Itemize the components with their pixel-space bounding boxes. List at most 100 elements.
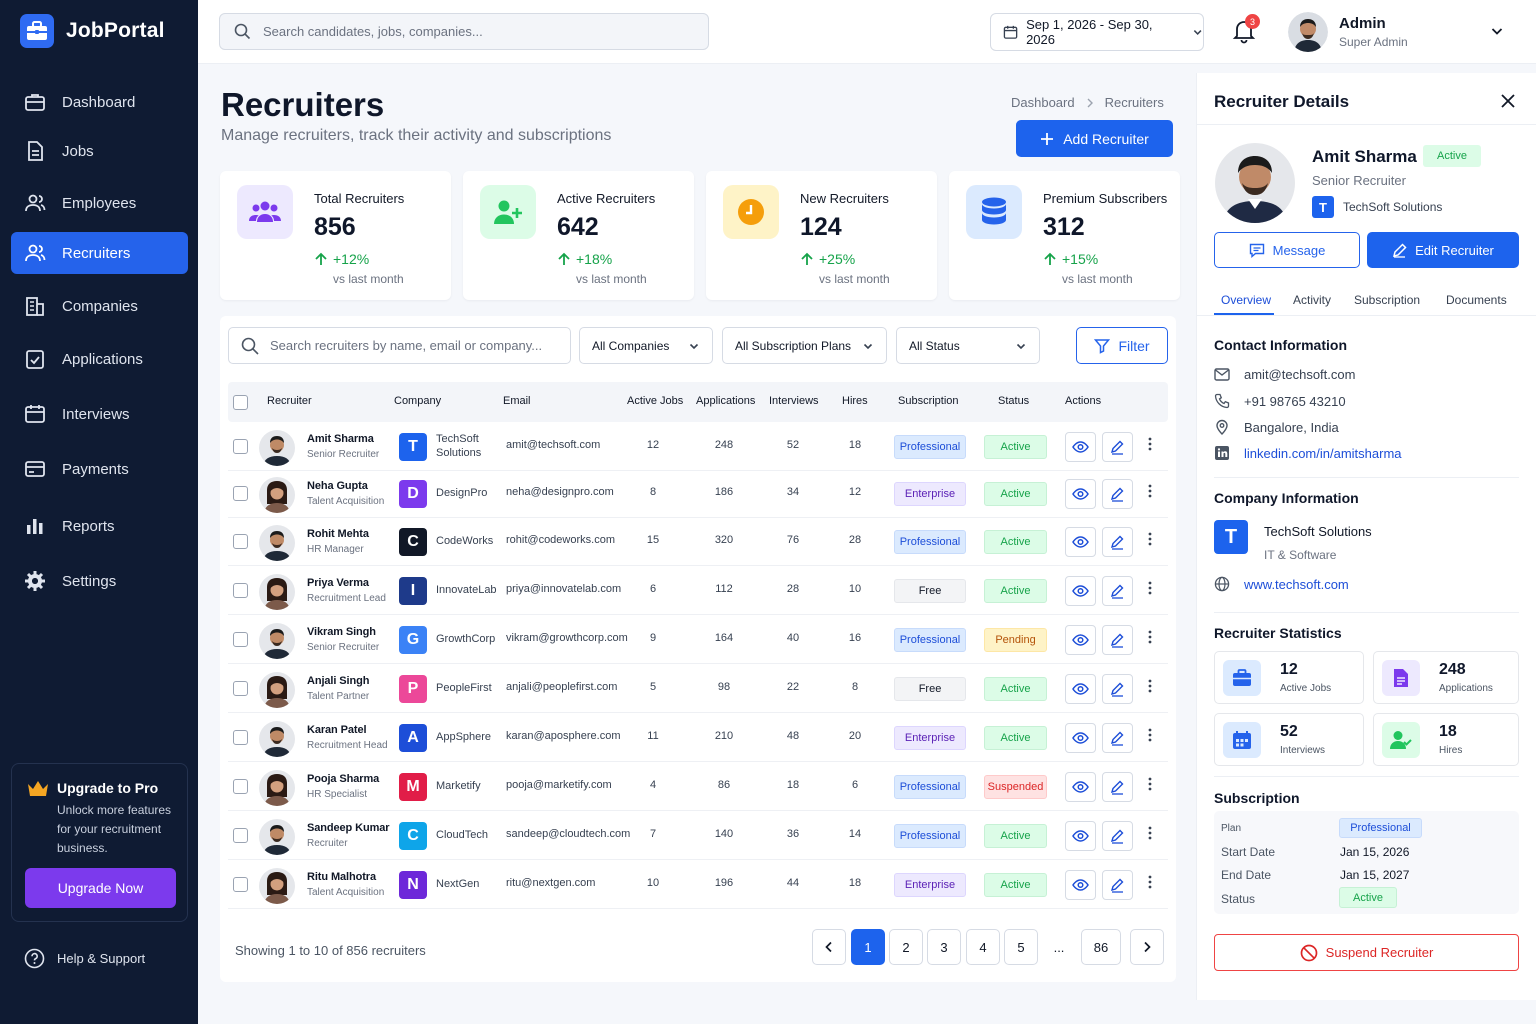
row-checkbox[interactable] <box>233 828 248 843</box>
upgrade-now-button[interactable]: Upgrade Now <box>25 868 176 908</box>
suspend-recruiter-button[interactable]: Suspend Recruiter <box>1214 934 1519 971</box>
table-row[interactable]: Ritu Malhotra Talent Acquisition N NextGen r… <box>228 860 1168 909</box>
recruiter-name[interactable]: Ritu Malhotra <box>307 871 376 883</box>
filter-button[interactable]: Filter <box>1076 327 1168 364</box>
column-header[interactable]: Hires <box>842 395 868 407</box>
sidebar-item-payments[interactable]: Payments <box>11 448 188 490</box>
row-checkbox[interactable] <box>233 486 248 501</box>
table-row[interactable]: Pooja Sharma HR Specialist M Marketify pooja… <box>228 762 1168 811</box>
website-link[interactable]: www.techsoft.com <box>1244 576 1349 592</box>
add-recruiter-button[interactable]: Add Recruiter <box>1016 120 1173 157</box>
contact-linkedin[interactable]: linkedin.com/in/amitsharma <box>1214 445 1402 461</box>
recruiter-name[interactable]: Vikram Singh <box>307 626 376 638</box>
more-options-icon[interactable] <box>1148 630 1152 644</box>
more-options-icon[interactable] <box>1148 484 1152 498</box>
edit-button[interactable] <box>1102 625 1133 655</box>
more-options-icon[interactable] <box>1148 437 1152 451</box>
edit-button[interactable] <box>1102 527 1133 557</box>
recruiter-search-input[interactable]: Search recruiters by name, email or comp… <box>228 327 571 364</box>
sidebar-item-reports[interactable]: Reports <box>11 505 188 547</box>
app-logo[interactable]: JobPortal <box>20 14 165 48</box>
column-header[interactable]: Applications <box>696 395 756 407</box>
page-button[interactable]: 3 <box>927 929 961 965</box>
recruiter-name[interactable]: Anjali Singh <box>307 675 370 687</box>
edit-button[interactable] <box>1102 576 1133 606</box>
table-row[interactable]: Karan Patel Recruitment Head A AppSphere kar… <box>228 713 1168 762</box>
page-button[interactable]: 1 <box>851 929 885 965</box>
company-website[interactable]: www.techsoft.com <box>1214 576 1349 592</box>
column-header[interactable]: Subscription <box>898 395 959 407</box>
table-row[interactable]: Priya Verma Recruitment Lead I InnovateLab p… <box>228 566 1168 615</box>
row-checkbox[interactable] <box>233 877 248 892</box>
more-options-icon[interactable] <box>1148 826 1152 840</box>
linkedin-link[interactable]: linkedin.com/in/amitsharma <box>1244 445 1402 461</box>
edit-button[interactable] <box>1102 674 1133 704</box>
sidebar-item-companies[interactable]: Companies <box>11 285 188 327</box>
recruiter-name[interactable]: Karan Patel <box>307 724 367 736</box>
table-row[interactable]: Neha Gupta Talent Acquisition D DesignPro ne… <box>228 469 1168 518</box>
sidebar-item-dashboard[interactable]: Dashboard <box>11 81 188 123</box>
view-button[interactable] <box>1065 870 1096 900</box>
more-options-icon[interactable] <box>1148 875 1152 889</box>
date-range-picker[interactable]: Sep 1, 2026 - Sep 30, 2026 <box>990 13 1204 51</box>
close-icon[interactable] <box>1500 93 1516 109</box>
table-row[interactable]: Amit Sharma Senior Recruiter T TechSoft Sol… <box>228 422 1168 471</box>
avatar[interactable] <box>1288 12 1328 52</box>
global-search-input[interactable]: Search candidates, jobs, companies... <box>219 13 709 50</box>
message-button[interactable]: Message <box>1214 232 1360 268</box>
row-checkbox[interactable] <box>233 681 248 696</box>
view-button[interactable] <box>1065 432 1096 462</box>
edit-button[interactable] <box>1102 772 1133 802</box>
row-checkbox[interactable] <box>233 534 248 549</box>
sidebar-item-applications[interactable]: Applications <box>11 338 188 380</box>
more-options-icon[interactable] <box>1148 532 1152 546</box>
page-button[interactable]: 86 <box>1081 929 1121 965</box>
view-button[interactable] <box>1065 674 1096 704</box>
recruiter-name[interactable]: Neha Gupta <box>307 480 368 492</box>
sidebar-item-recruiters[interactable]: Recruiters <box>11 232 188 274</box>
column-header[interactable]: Recruiter <box>267 395 312 407</box>
plan-filter-select[interactable]: All Subscription Plans <box>722 327 887 364</box>
row-checkbox[interactable] <box>233 439 248 454</box>
row-checkbox[interactable] <box>233 730 248 745</box>
view-button[interactable] <box>1065 576 1096 606</box>
edit-button[interactable] <box>1102 870 1133 900</box>
select-all-checkbox[interactable] <box>233 395 248 410</box>
row-checkbox[interactable] <box>233 632 248 647</box>
edit-button[interactable] <box>1102 821 1133 851</box>
column-header[interactable]: Interviews <box>769 395 819 407</box>
tab-activity[interactable]: Activity <box>1293 293 1332 307</box>
tab-documents[interactable]: Documents <box>1446 293 1507 307</box>
row-checkbox[interactable] <box>233 583 248 598</box>
view-button[interactable] <box>1065 723 1096 753</box>
recruiter-name[interactable]: Pooja Sharma <box>307 773 380 785</box>
help-support-link[interactable]: Help & Support <box>24 948 145 969</box>
table-row[interactable]: Anjali Singh Talent Partner P PeopleFirst an… <box>228 664 1168 713</box>
table-row[interactable]: Sandeep Kumar Recruiter C CloudTech sandeep@… <box>228 811 1168 860</box>
edit-button[interactable] <box>1102 479 1133 509</box>
view-button[interactable] <box>1065 772 1096 802</box>
more-options-icon[interactable] <box>1148 728 1152 742</box>
sidebar-item-jobs[interactable]: Jobs <box>11 130 188 172</box>
status-filter-select[interactable]: All Status <box>896 327 1040 364</box>
row-checkbox[interactable] <box>233 779 248 794</box>
chevron-down-icon[interactable] <box>1490 24 1504 38</box>
view-button[interactable] <box>1065 625 1096 655</box>
view-button[interactable] <box>1065 527 1096 557</box>
column-header[interactable]: Status <box>998 395 1030 407</box>
edit-recruiter-button[interactable]: Edit Recruiter <box>1367 232 1519 268</box>
breadcrumb-dashboard-link[interactable]: Dashboard <box>1011 95 1075 110</box>
sidebar-item-employees[interactable]: Employees <box>11 182 188 224</box>
table-row[interactable]: Rohit Mehta HR Manager C CodeWorks rohit@cod… <box>228 517 1168 566</box>
more-options-icon[interactable] <box>1148 581 1152 595</box>
tab-subscription[interactable]: Subscription <box>1354 293 1421 307</box>
recruiter-name[interactable]: Sandeep Kumar <box>307 822 390 834</box>
sidebar-item-settings[interactable]: Settings <box>11 560 188 602</box>
edit-button[interactable] <box>1102 723 1133 753</box>
tab-overview[interactable]: Overview <box>1221 293 1272 307</box>
recruiter-name[interactable]: Priya Verma <box>307 577 369 589</box>
recruiter-name[interactable]: Amit Sharma <box>307 433 374 445</box>
previous-page-button[interactable] <box>812 929 846 965</box>
sidebar-item-interviews[interactable]: Interviews <box>11 393 188 435</box>
column-header[interactable]: Email <box>503 395 531 407</box>
